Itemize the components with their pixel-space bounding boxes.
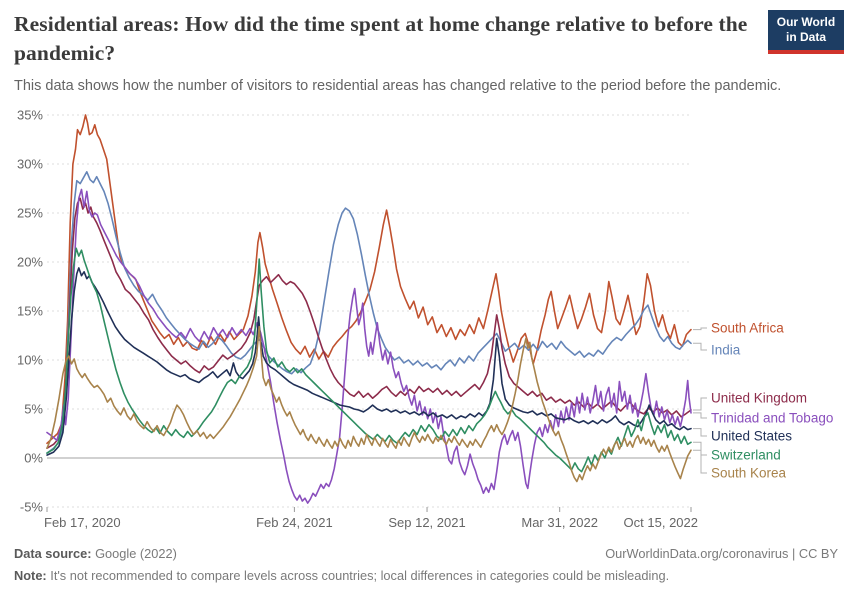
owid-logo-line1: Our World <box>776 15 836 29</box>
label-connector-south-korea <box>693 449 707 474</box>
line-united-states <box>46 267 692 456</box>
x-tick-label: Feb 17, 2020 <box>44 515 121 530</box>
owid-logo-line2: in Data <box>785 30 826 45</box>
series-label-india[interactable]: India <box>711 343 741 358</box>
series-label-united-kingdom[interactable]: United Kingdom <box>711 391 807 406</box>
label-connector-united-kingdom <box>693 397 707 411</box>
owid-logo[interactable]: Our World in Data <box>768 10 844 54</box>
y-tick-label: 0% <box>24 451 43 466</box>
data-source-label: Data source: <box>14 546 92 561</box>
data-source-text: Data source: Google (2022) <box>14 546 177 561</box>
y-tick-label: 5% <box>24 402 43 417</box>
y-tick-label: 15% <box>17 304 43 319</box>
series-label-united-states[interactable]: United States <box>711 429 792 444</box>
label-connector-south-africa <box>693 327 707 331</box>
series-label-south-africa[interactable]: South Africa <box>711 321 784 336</box>
data-source-value: Google (2022) <box>91 546 177 561</box>
y-tick-label: 20% <box>17 255 43 270</box>
x-tick-label: Sep 12, 2021 <box>388 515 465 530</box>
note-text: Note: It's not recommended to compare le… <box>14 568 838 583</box>
attribution-link[interactable]: OurWorldinData.org/coronavirus | CC BY <box>605 546 838 561</box>
chart-subtitle: This data shows how the number of visito… <box>14 78 782 94</box>
line-trinidad-and-tobago <box>46 188 692 504</box>
line-united-kingdom <box>46 197 692 450</box>
label-connector-india <box>693 342 707 351</box>
x-tick-label: Feb 24, 2021 <box>256 515 333 530</box>
series-label-switzerland[interactable]: Switzerland <box>711 448 781 463</box>
line-india <box>46 171 692 454</box>
line-south-korea <box>46 325 692 483</box>
page-title: Residential areas: How did the time spen… <box>14 12 748 65</box>
chart-footer: Data source: Google (2022) OurWorldinDat… <box>14 546 838 583</box>
y-tick-label: 25% <box>17 206 43 221</box>
note-label: Note: <box>14 568 47 583</box>
label-connector-united-states <box>693 428 707 437</box>
y-tick-label: 10% <box>17 353 43 368</box>
x-tick-label: Mar 31, 2022 <box>521 515 598 530</box>
note-value: It's not recommended to compare levels a… <box>46 568 670 583</box>
series-label-trinidad-and-tobago[interactable]: Trinidad and Tobago <box>711 411 833 426</box>
y-tick-label: 30% <box>17 157 43 172</box>
label-connector-switzerland <box>693 441 707 456</box>
label-connector-trinidad-and-tobago <box>693 412 707 419</box>
series-label-south-korea[interactable]: South Korea <box>711 466 787 481</box>
x-tick-label: Oct 15, 2022 <box>624 515 698 530</box>
y-tick-label: -5% <box>20 500 44 515</box>
y-tick-label: 35% <box>17 108 43 123</box>
